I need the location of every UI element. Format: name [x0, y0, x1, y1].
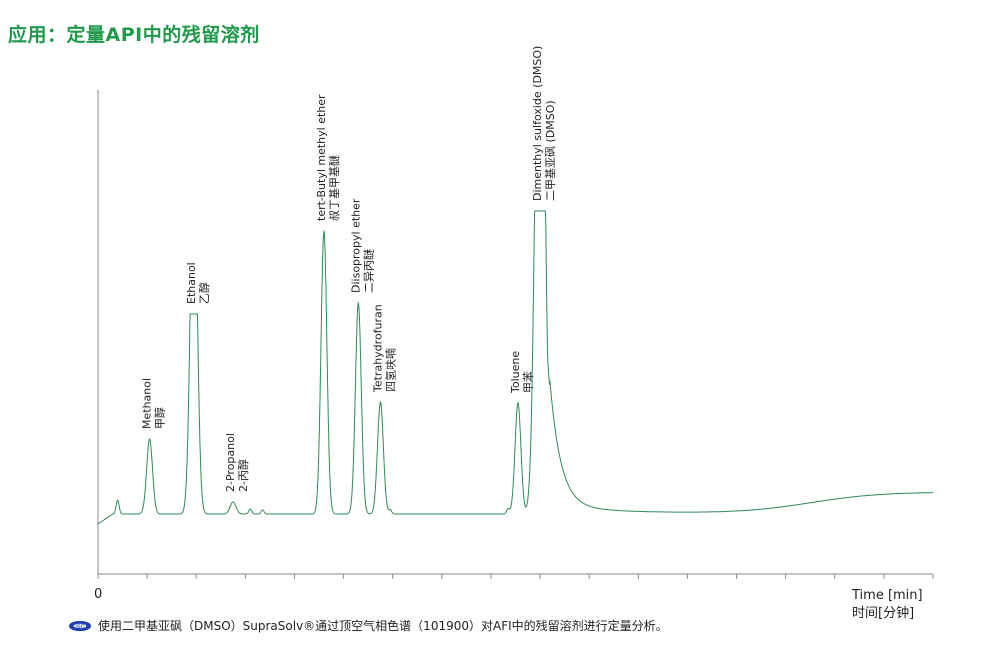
peak-label-zh: 叔丁基甲基醚: [327, 155, 341, 221]
peak-label-zh: 四氢呋喃: [383, 348, 397, 392]
peak-label-en: Tetrahydrofuran: [371, 304, 384, 393]
peak-label-en: Toluene: [509, 351, 522, 394]
peak-label-group: Tetrahydrofuran 四氢呋喃: [371, 304, 397, 393]
peak-label-en: Diisopropyl ether: [349, 198, 362, 293]
peak-label-group: 2-Propanol 2-丙醇: [224, 433, 250, 492]
peak-label-zh: 甲苯: [521, 371, 535, 393]
peak-label-group: Methanol 甲醇: [141, 378, 167, 429]
peak-label-group: Dimenthyl sulfoxide (DMSO) 二甲基亚砜 (DMSO): [531, 46, 557, 201]
chart-axes: [97, 90, 933, 575]
peak-label-group: Ethanol 乙醇: [185, 262, 211, 304]
x-tick-label-0: 0: [94, 587, 102, 602]
peak-label-zh: 2-丙醇: [236, 459, 250, 492]
peak-label-en: Methanol: [141, 378, 154, 429]
caption-text: 使用二甲基亚砜（DMSO）SupraSolv®通过顶空气相色谱（101900）对…: [98, 619, 668, 633]
peak-labels: Methanol 甲醇 Ethanol 乙醇 2-Propanol 2-丙醇 tert-Bu…: [141, 46, 557, 492]
peak-label-en: 2-Propanol: [224, 433, 237, 492]
x-axis-ticks: [97, 574, 934, 579]
peak-label-en: Ethanol: [185, 262, 198, 304]
x-axis-label-zh: 时间[分钟]: [852, 606, 915, 621]
page-title: 应用：定量API中的残留溶剂: [8, 24, 260, 46]
figure-caption: GC 使用二甲基亚砜（DMSO）SupraSolv®通过顶空气相色谱（10190…: [68, 617, 668, 634]
peak-label-zh: 二异丙醚: [361, 249, 375, 293]
peak-label-zh: 甲醇: [153, 407, 167, 429]
peak-label-zh: 乙醇: [197, 282, 211, 304]
peak-label-en: tert-Butyl methyl ether: [315, 94, 328, 221]
peak-label-group: Toluene 甲苯: [509, 351, 535, 394]
chromatogram-chart: Methanol 甲醇 Ethanol 乙醇 2-Propanol 2-丙醇 tert-Bu…: [94, 46, 934, 603]
x-axis-label-en: Time [min]: [851, 588, 923, 603]
logo-icon: GC: [68, 620, 92, 631]
peak-label-zh: 二甲基亚砜 (DMSO): [544, 100, 557, 201]
peak-label-group: Diisopropyl ether 二异丙醚: [349, 198, 375, 293]
chromatogram-trace: [97, 210, 933, 525]
svg-text:GC: GC: [76, 624, 84, 630]
peak-label-group: tert-Butyl methyl ether 叔丁基甲基醚: [315, 94, 341, 221]
peak-label-en: Dimenthyl sulfoxide (DMSO): [531, 46, 544, 201]
